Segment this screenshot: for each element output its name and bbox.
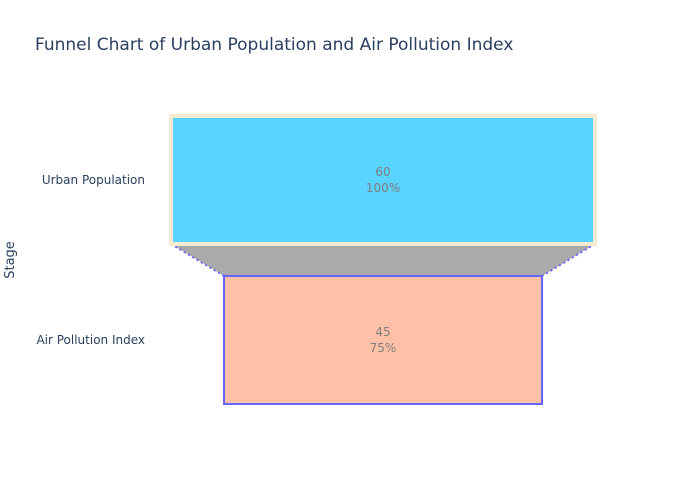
percent-label: 100% [366, 181, 400, 195]
chart-title: Funnel Chart of Urban Population and Air… [35, 35, 513, 55]
value-label-layer: 60 100% 45 75% [366, 165, 400, 355]
category-label: Urban Population [42, 173, 145, 187]
value-label: 45 [375, 325, 390, 339]
y-axis-title: Stage [3, 241, 18, 279]
category-label-layer: Urban Population Air Pollution Index [36, 173, 145, 347]
funnel-connector-edge-right [541, 243, 596, 277]
funnel-bar[interactable] [169, 114, 597, 246]
percent-label: 75% [370, 341, 397, 355]
value-label: 60 [375, 165, 390, 179]
funnel-connector [171, 244, 595, 276]
funnel-connector-edge-left [170, 243, 225, 277]
connector-layer [170, 243, 596, 277]
funnel-bar[interactable] [223, 275, 543, 405]
category-label: Air Pollution Index [36, 333, 145, 347]
bar-layer [169, 114, 597, 405]
